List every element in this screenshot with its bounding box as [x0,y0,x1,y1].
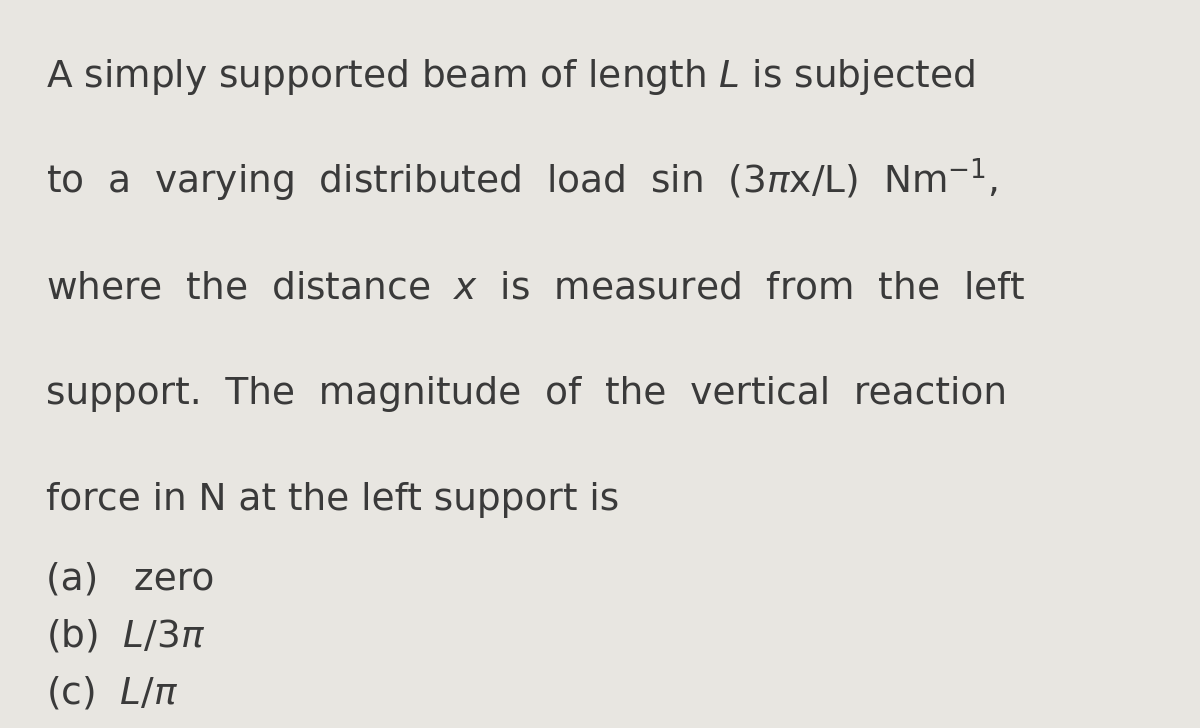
Text: (c)  $L$/$\pi$: (c) $L$/$\pi$ [46,674,178,711]
Text: force in N at the left support is: force in N at the left support is [46,482,619,518]
Text: (b)  $L$/3$\pi$: (b) $L$/3$\pi$ [46,617,205,654]
Text: where  the  distance  $x$  is  measured  from  the  left: where the distance $x$ is measured from … [46,271,1025,306]
Text: to  a  varying  distributed  load  sin  (3$\pi$x/L)  Nm$^{-1}$,: to a varying distributed load sin (3$\pi… [46,157,997,204]
Text: (a)   zero: (a) zero [46,562,214,598]
Text: support.  The  magnitude  of  the  vertical  reaction: support. The magnitude of the vertical r… [46,376,1007,412]
Text: A simply supported beam of length $L$ is subjected: A simply supported beam of length $L$ is… [46,58,974,98]
